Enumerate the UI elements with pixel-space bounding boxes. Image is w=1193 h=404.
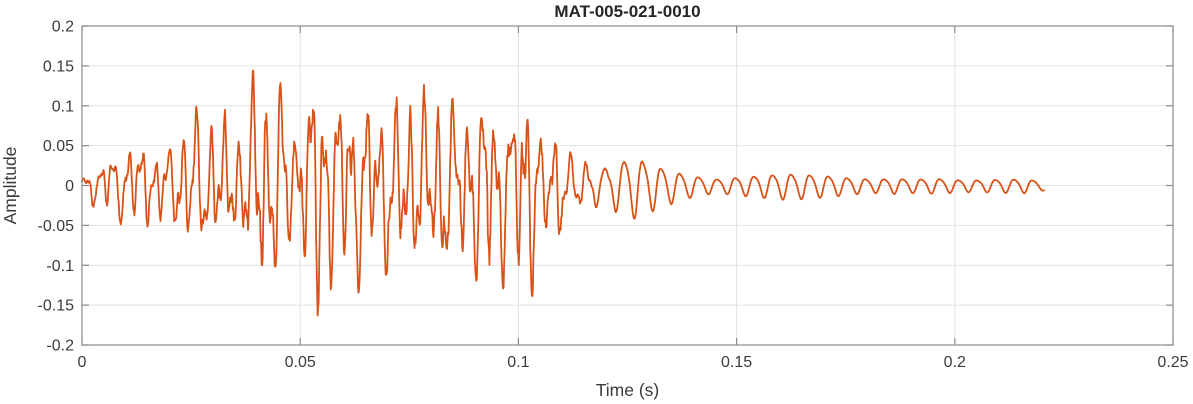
y-tick-label: -0.2 (46, 338, 74, 355)
y-tick-label: 0.15 (43, 58, 74, 75)
chart-title: MAT-005-021-0010 (554, 2, 700, 21)
y-tick-label: -0.05 (38, 218, 75, 235)
x-tick-label: 0.15 (721, 354, 752, 371)
y-axis-label: Amplitude (0, 147, 20, 225)
waveform-line (81, 69, 1045, 317)
y-tick-label: -0.1 (46, 258, 74, 275)
axis-ticks (81, 25, 1174, 346)
y-tick-label: 0.1 (52, 98, 74, 115)
x-tick-label: 0.2 (944, 354, 966, 371)
tick-labels: 0 0.05 0.1 0.15 0.2 0.25 -0.2 -0.15 -0.1 -0.05 0 0.… (38, 19, 1189, 372)
x-axis-label: Time (s) (596, 380, 660, 400)
y-tick-label: 0.05 (43, 138, 74, 155)
y-tick-label: 0 (65, 178, 74, 195)
x-tick-label: 0 (78, 354, 87, 371)
x-tick-label: 0.25 (1157, 354, 1188, 371)
x-tick-label: 0.05 (285, 354, 316, 371)
y-tick-label: -0.15 (38, 298, 75, 315)
x-tick-label: 0.1 (507, 354, 529, 371)
y-tick-label: 0.2 (52, 19, 74, 36)
